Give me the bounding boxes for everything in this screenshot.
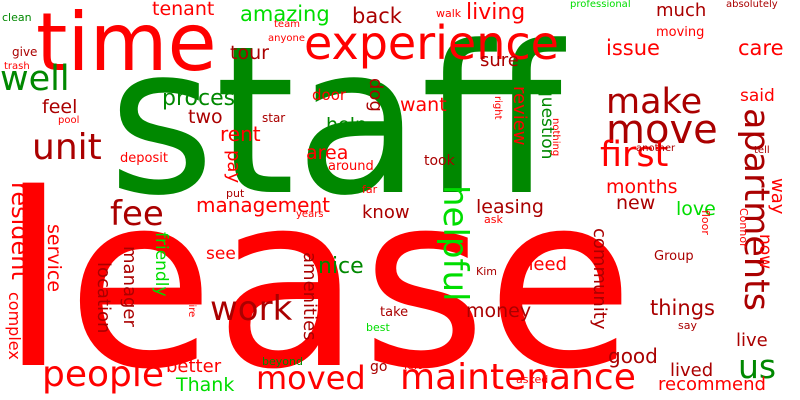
cloud-word: maintenance	[400, 357, 636, 398]
cloud-word: fee	[110, 194, 164, 234]
cloud-word: pay	[223, 150, 244, 184]
cloud-word: moving	[656, 25, 705, 40]
cloud-word: people	[42, 354, 165, 395]
cloud-word: nothing	[550, 118, 561, 157]
cloud-word: amenities	[299, 252, 320, 341]
cloud-word: things	[650, 296, 715, 320]
cloud-word: go	[370, 359, 388, 375]
cloud-word: want	[400, 94, 447, 116]
cloud-word: anyone	[268, 33, 305, 44]
cloud-word: management	[196, 193, 330, 217]
cloud-word: ask	[484, 213, 503, 226]
cloud-word: us	[738, 347, 777, 386]
cloud-word: good	[608, 344, 658, 368]
cloud-word: make	[606, 82, 703, 122]
cloud-word: issue	[606, 36, 660, 60]
cloud-word: years	[296, 209, 324, 220]
cloud-word: team	[274, 19, 300, 30]
cloud-word: door	[312, 86, 347, 104]
cloud-word: unit	[32, 127, 102, 168]
cloud-word: pool	[58, 115, 80, 126]
cloud-word: dog	[365, 78, 386, 112]
cloud-word: complex	[5, 292, 24, 360]
cloud-word: nice	[318, 254, 364, 279]
cloud-word: area	[306, 142, 349, 164]
cloud-word: love	[676, 198, 716, 220]
cloud-word: months	[606, 176, 678, 198]
cloud-word: much	[656, 0, 707, 21]
cloud-word: help	[326, 114, 368, 136]
cloud-word: put	[226, 187, 245, 200]
cloud-word: left	[404, 359, 422, 372]
cloud-word: see	[206, 244, 236, 264]
cloud-word: well	[0, 59, 70, 99]
cloud-word: Connor	[737, 208, 750, 248]
cloud-word: need	[522, 254, 567, 275]
cloud-word: say	[678, 319, 697, 332]
cloud-word: star	[262, 111, 286, 125]
cloud-word: lease	[0, 142, 635, 400]
cloud-word: floor	[699, 210, 712, 235]
cloud-word: said	[740, 86, 775, 106]
cloud-word: Kim	[476, 265, 497, 278]
cloud-word: care	[738, 36, 784, 60]
cloud-word: asked	[516, 373, 549, 386]
cloud-word: lived	[670, 360, 714, 381]
cloud-word: absolutely	[726, 0, 778, 10]
cloud-word: living	[466, 0, 526, 25]
cloud-word: service	[43, 224, 65, 293]
cloud-word: amazing	[240, 2, 330, 26]
cloud-word: friendly	[151, 232, 171, 297]
cloud-word: way	[767, 178, 788, 215]
cloud-word: moved	[256, 359, 366, 397]
cloud-word: live	[736, 330, 768, 351]
cloud-word: entire	[186, 288, 197, 318]
cloud-word: trash	[4, 61, 30, 72]
cloud-word: community	[589, 228, 610, 330]
cloud-word: rent	[220, 122, 261, 146]
cloud-word: tenant	[152, 0, 215, 20]
cloud-word: money	[466, 300, 532, 322]
cloud-word: took	[424, 153, 455, 169]
cloud-word: Thank	[176, 374, 235, 396]
cloud-word: recommend	[658, 374, 766, 395]
cloud-word: Group	[654, 249, 694, 264]
cloud-word: helpful	[435, 185, 475, 302]
cloud-word: staff	[108, 3, 563, 241]
cloud-word: first	[600, 135, 669, 175]
cloud-word: give	[12, 45, 38, 59]
cloud-word: leasing	[476, 196, 544, 218]
cloud-word: clean	[2, 11, 32, 24]
cloud-word: now	[755, 234, 775, 270]
cloud-word: sure	[480, 50, 519, 71]
cloud-word: take	[380, 305, 409, 320]
cloud-word: another	[636, 143, 676, 154]
cloud-word: know	[362, 202, 410, 223]
cloud-word: professional	[570, 0, 631, 10]
cloud-word: best	[366, 321, 390, 334]
cloud-word: new	[616, 192, 656, 214]
cloud-word: two	[188, 106, 223, 128]
cloud-word: process	[162, 86, 247, 111]
cloud-word: location	[93, 262, 114, 334]
cloud-word: time	[36, 0, 217, 89]
cloud-word: back	[352, 4, 402, 28]
cloud-word: beyond	[262, 355, 303, 368]
cloud-word: review	[509, 86, 530, 146]
cloud-word: experience	[304, 16, 559, 70]
cloud-word: feel	[42, 96, 78, 118]
cloud-word: right	[492, 96, 503, 120]
cloud-word: tour	[230, 42, 269, 64]
cloud-word: tell	[754, 145, 770, 156]
cloud-word: deposit	[120, 151, 168, 166]
cloud-word: work	[210, 289, 293, 329]
cloud-word: better	[166, 356, 222, 377]
cloud-word: around	[328, 159, 374, 174]
cloud-word: walk	[436, 7, 462, 20]
cloud-word: manager	[119, 246, 140, 327]
cloud-word: resident	[6, 182, 34, 280]
cloud-word: move	[606, 107, 718, 153]
cloud-word: far	[362, 183, 378, 196]
